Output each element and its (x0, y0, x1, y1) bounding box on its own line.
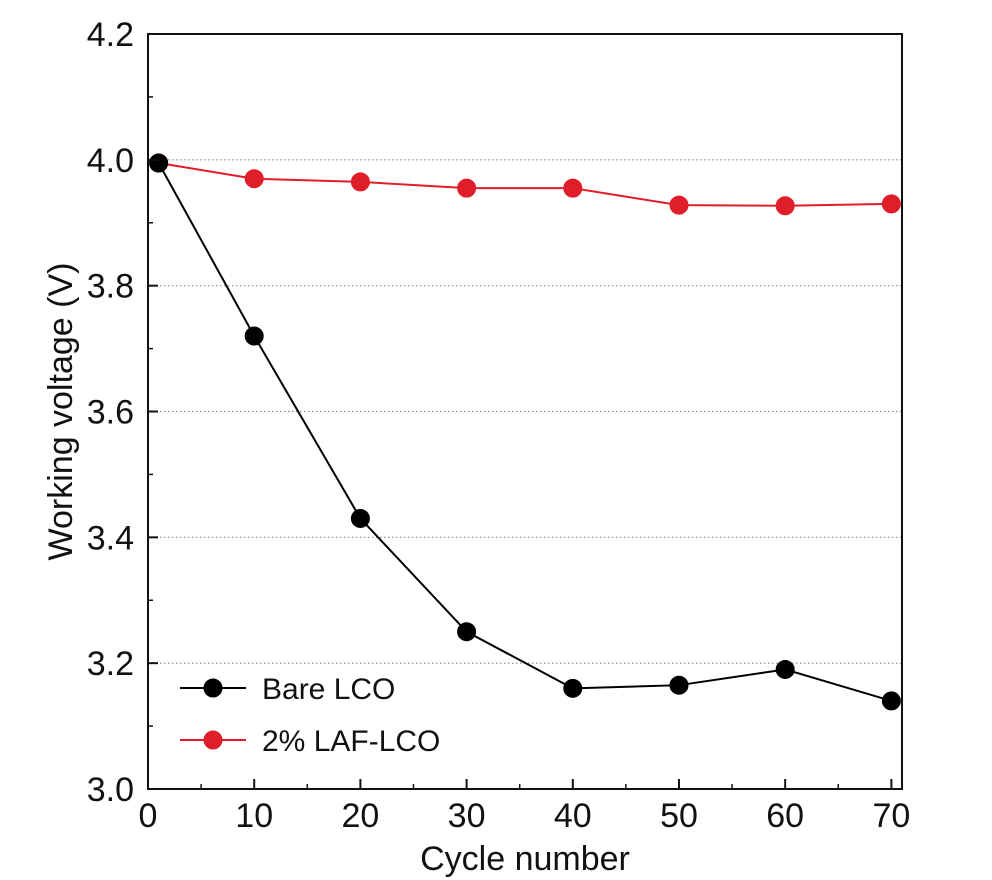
y-tick-label: 4.0 (87, 142, 134, 180)
series-line (157, 162, 892, 702)
data-point (244, 326, 264, 346)
data-point (881, 194, 901, 214)
y-tick-label: 3.2 (87, 645, 134, 683)
data-point (457, 178, 477, 198)
legend-marker (203, 730, 223, 750)
legend-label: Bare LCO (262, 673, 395, 706)
legend-label: 2% LAF-LCO (262, 725, 440, 758)
y-tick-label: 3.6 (87, 394, 134, 432)
x-tick-label: 70 (872, 797, 910, 835)
data-point (669, 675, 689, 695)
data-point (244, 169, 264, 189)
y-axis-title: Working voltage (V) (42, 263, 80, 561)
x-tick-label: 0 (139, 797, 158, 835)
y-tick-label: 3.8 (87, 268, 134, 306)
y-tick-label: 4.2 (87, 16, 134, 54)
data-point (669, 195, 689, 215)
grid-lines (148, 159, 902, 664)
y-tick-label: 3.0 (87, 771, 134, 809)
x-tick-label: 60 (766, 797, 804, 835)
data-point (457, 622, 477, 642)
x-tick-label: 10 (235, 797, 273, 835)
x-tick-label: 20 (341, 797, 379, 835)
legend: Bare LCO 2% LAF-LCO (180, 673, 440, 758)
x-tick-label: 30 (448, 797, 486, 835)
x-axis-title: Cycle number (420, 840, 630, 878)
x-tick-label: 50 (660, 797, 698, 835)
axis-ticks (147, 33, 893, 790)
data-point (775, 659, 795, 679)
data-point (563, 178, 583, 198)
series-layer (149, 153, 901, 711)
data-point (881, 691, 901, 711)
y-tick-label: 3.4 (87, 519, 134, 557)
axis-tick-labels: 0 10 20 30 40 50 60 70 3.0 3.2 3.4 3.6 3.8 4.0 4.2 (87, 16, 911, 835)
data-point (350, 508, 370, 528)
x-tick-label: 40 (554, 797, 592, 835)
data-point (775, 196, 795, 216)
data-point (563, 678, 583, 698)
legend-marker (203, 678, 223, 698)
data-point (149, 153, 169, 173)
data-point (350, 172, 370, 192)
series-line (158, 161, 892, 207)
